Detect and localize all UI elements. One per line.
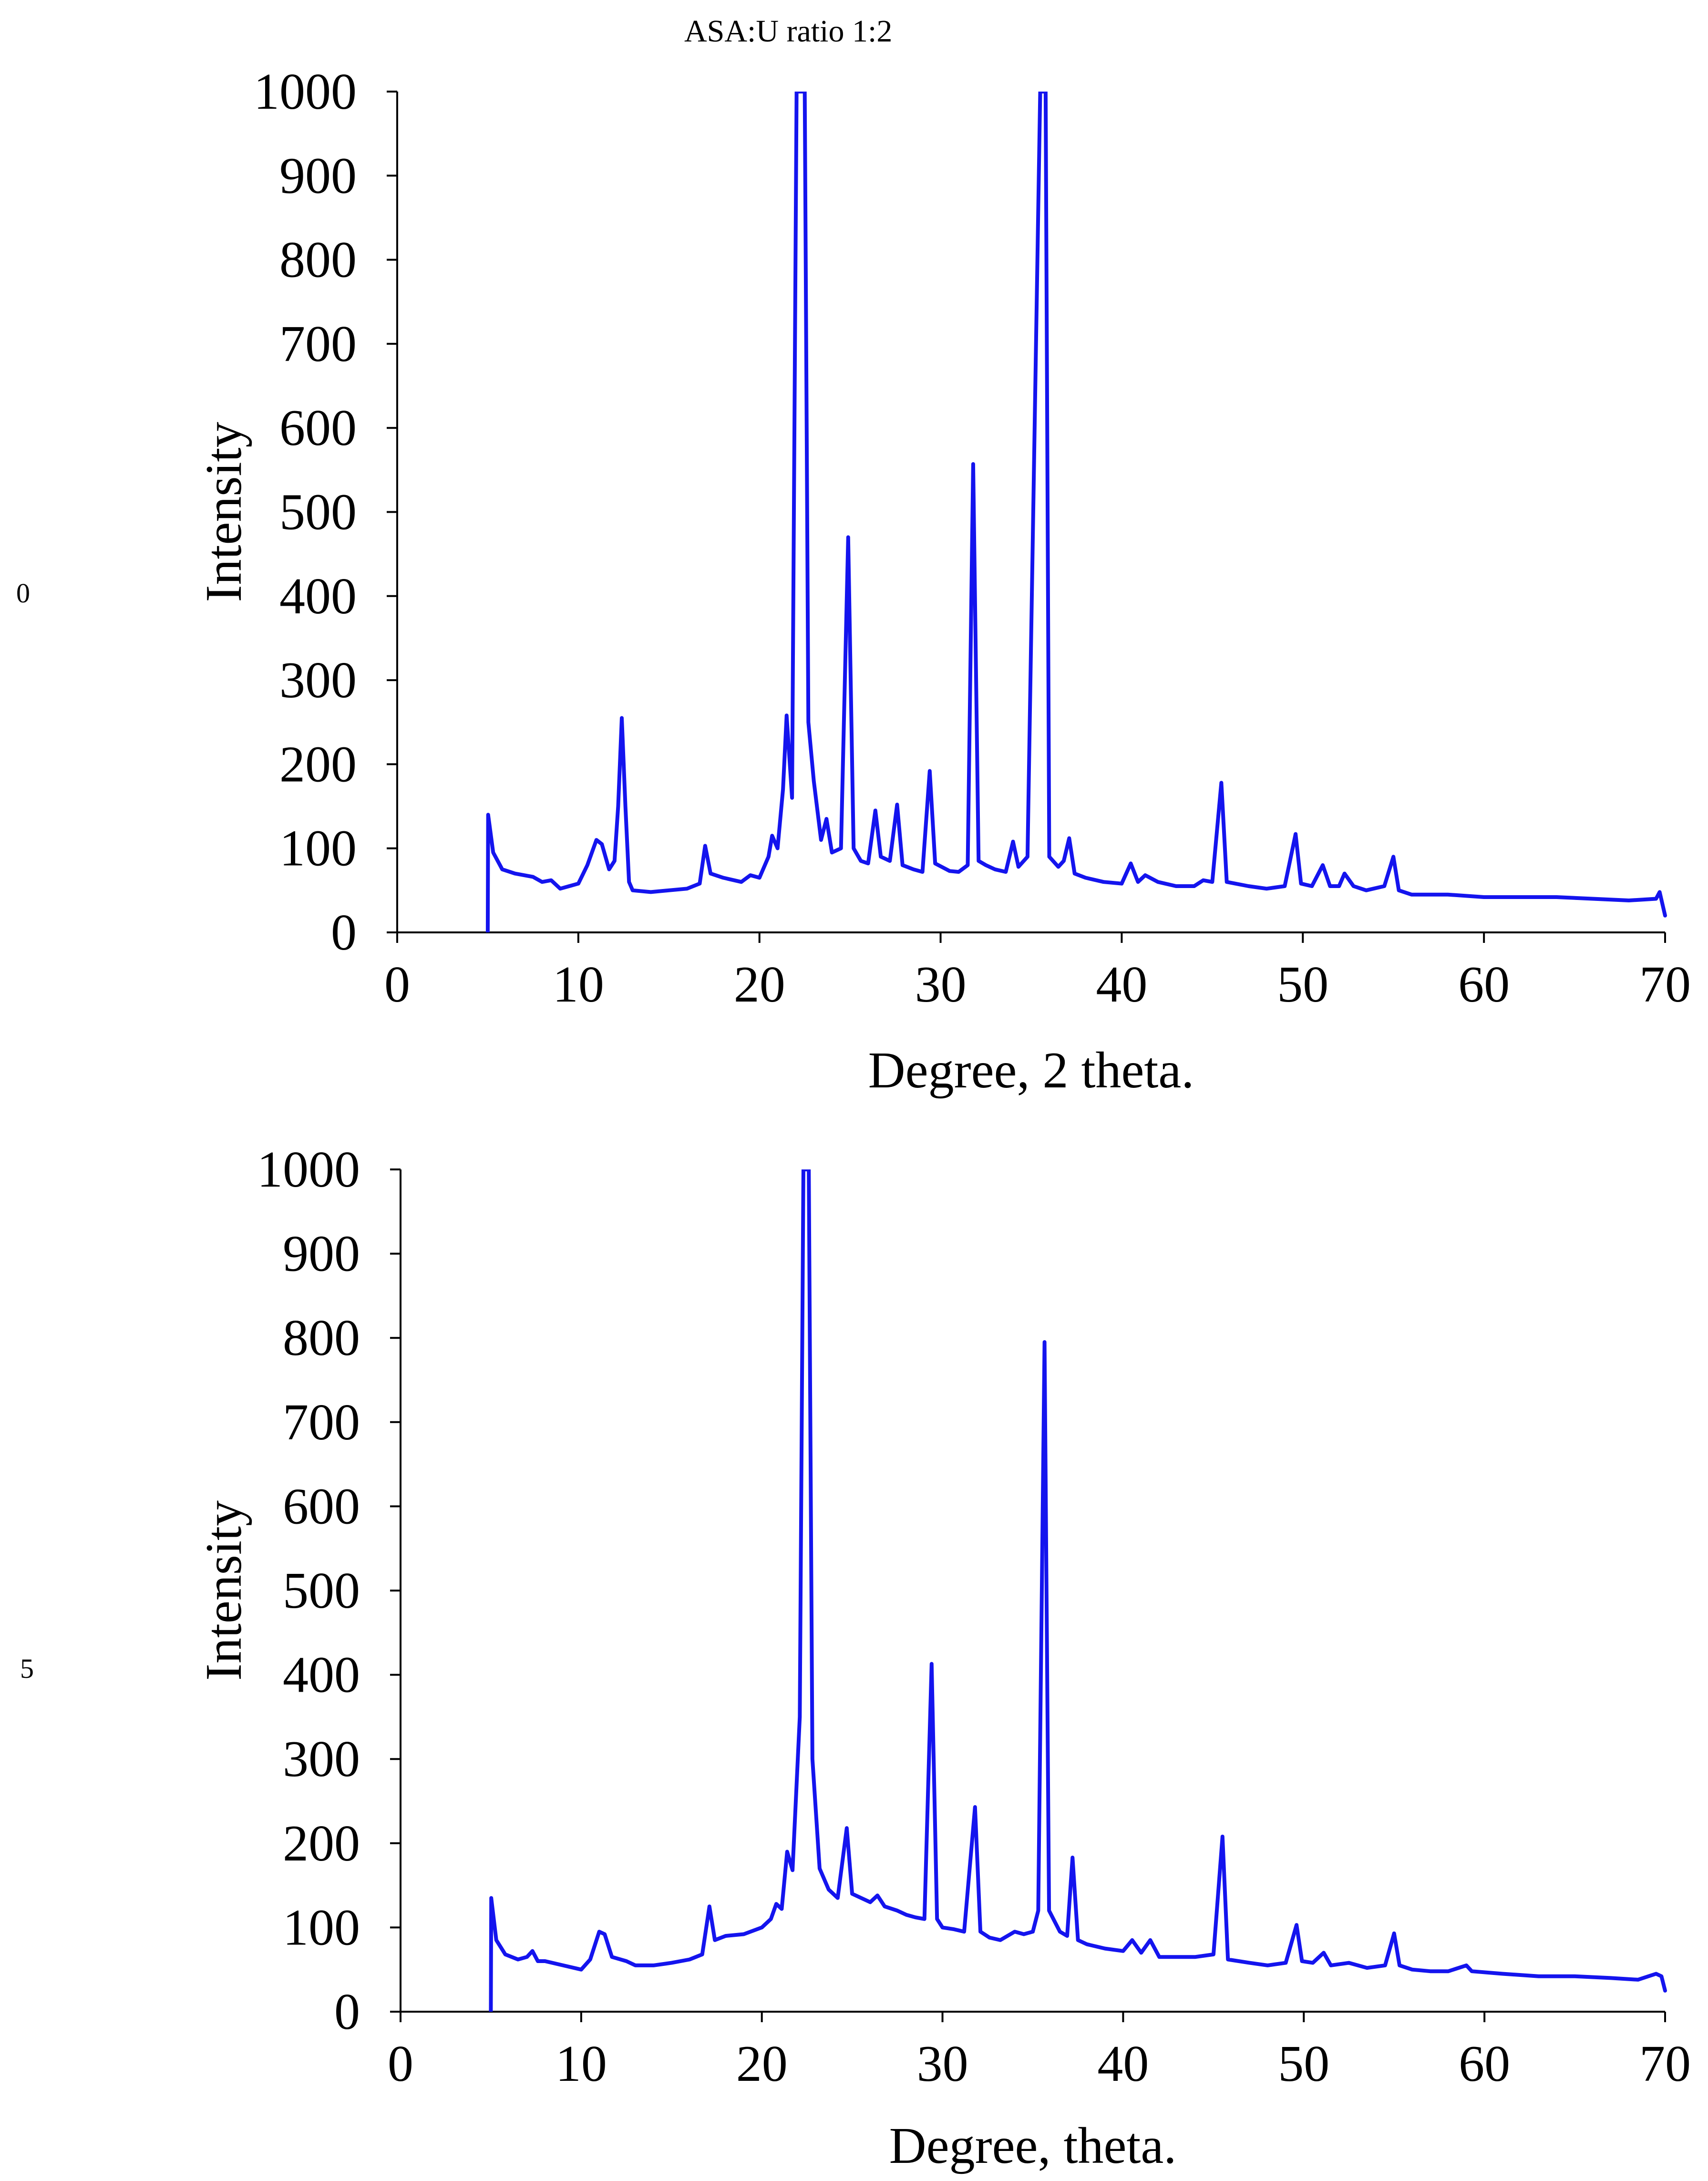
y-tick-label: 0 — [331, 904, 357, 961]
y-tick-label: 700 — [279, 316, 357, 372]
x-tick-label: 20 — [734, 956, 785, 1013]
y-tick-label: 500 — [283, 1562, 360, 1619]
x-axis-title: Degree, 2 theta. — [868, 1042, 1194, 1099]
x-tick-label: 50 — [1277, 956, 1328, 1013]
x-tick-label: 40 — [1096, 956, 1147, 1013]
x-tick-label: 70 — [1639, 2036, 1691, 2092]
x-tick-label: 30 — [915, 956, 967, 1013]
y-tick-label: 500 — [279, 484, 357, 541]
x-tick-label: 50 — [1278, 2036, 1329, 2092]
y-tick-label: 1000 — [257, 1141, 360, 1198]
y-tick-label: 0 — [334, 1984, 360, 2040]
series-line — [485, 92, 1667, 932]
chart-1: 0 100 200 300 400 500 600 700 800 900 1000 0 10 20 30 4… — [195, 1141, 1691, 2174]
y-axis-title: Intensity — [195, 422, 252, 602]
y-tick-label: 200 — [279, 736, 357, 793]
y-tick-label: 600 — [283, 1478, 360, 1535]
x-tick-label: 10 — [553, 956, 604, 1013]
x-tick-label: 60 — [1459, 2036, 1510, 2092]
x-tick-label: 60 — [1458, 956, 1510, 1013]
x-tick-label: 40 — [1097, 2036, 1149, 2092]
x-tick-label: 30 — [917, 2036, 968, 2092]
y-tick-label: 400 — [283, 1647, 360, 1704]
y-tick-label: 800 — [283, 1310, 360, 1366]
y-axis-title: Intensity — [195, 1500, 252, 1681]
x-tick-label: 0 — [388, 2036, 413, 2092]
series-line — [489, 1169, 1667, 2012]
y-tick-label: 400 — [279, 568, 357, 625]
figure-title-text: ASA:U ratio 1:2 — [684, 14, 893, 49]
y-tick-label: 900 — [283, 1226, 360, 1282]
y-tick-label: 200 — [283, 1815, 360, 1872]
y-tick-label: 600 — [279, 400, 357, 456]
x-tick-label: 70 — [1639, 956, 1691, 1013]
side-number-1: 5 — [20, 1653, 34, 1684]
y-tick-label: 1000 — [254, 63, 357, 120]
x-tick-label: 20 — [736, 2036, 788, 2092]
y-tick-label: 300 — [283, 1731, 360, 1788]
y-tick-label: 900 — [279, 147, 357, 204]
chart-0: 0 100 200 300 400 500 600 700 800 900 1000 0 10 20 30 4… — [195, 63, 1691, 1099]
y-tick-label: 700 — [283, 1394, 360, 1451]
x-tick-label: 10 — [556, 2036, 607, 2092]
x-axis-title: Degree, theta. — [889, 2118, 1177, 2174]
y-tick-label: 100 — [283, 1899, 360, 1956]
x-tick-label: 0 — [384, 956, 410, 1013]
y-tick-label: 800 — [279, 232, 357, 289]
y-tick-label: 100 — [279, 820, 357, 877]
side-number-0: 0 — [16, 578, 30, 609]
y-tick-label: 300 — [279, 652, 357, 709]
